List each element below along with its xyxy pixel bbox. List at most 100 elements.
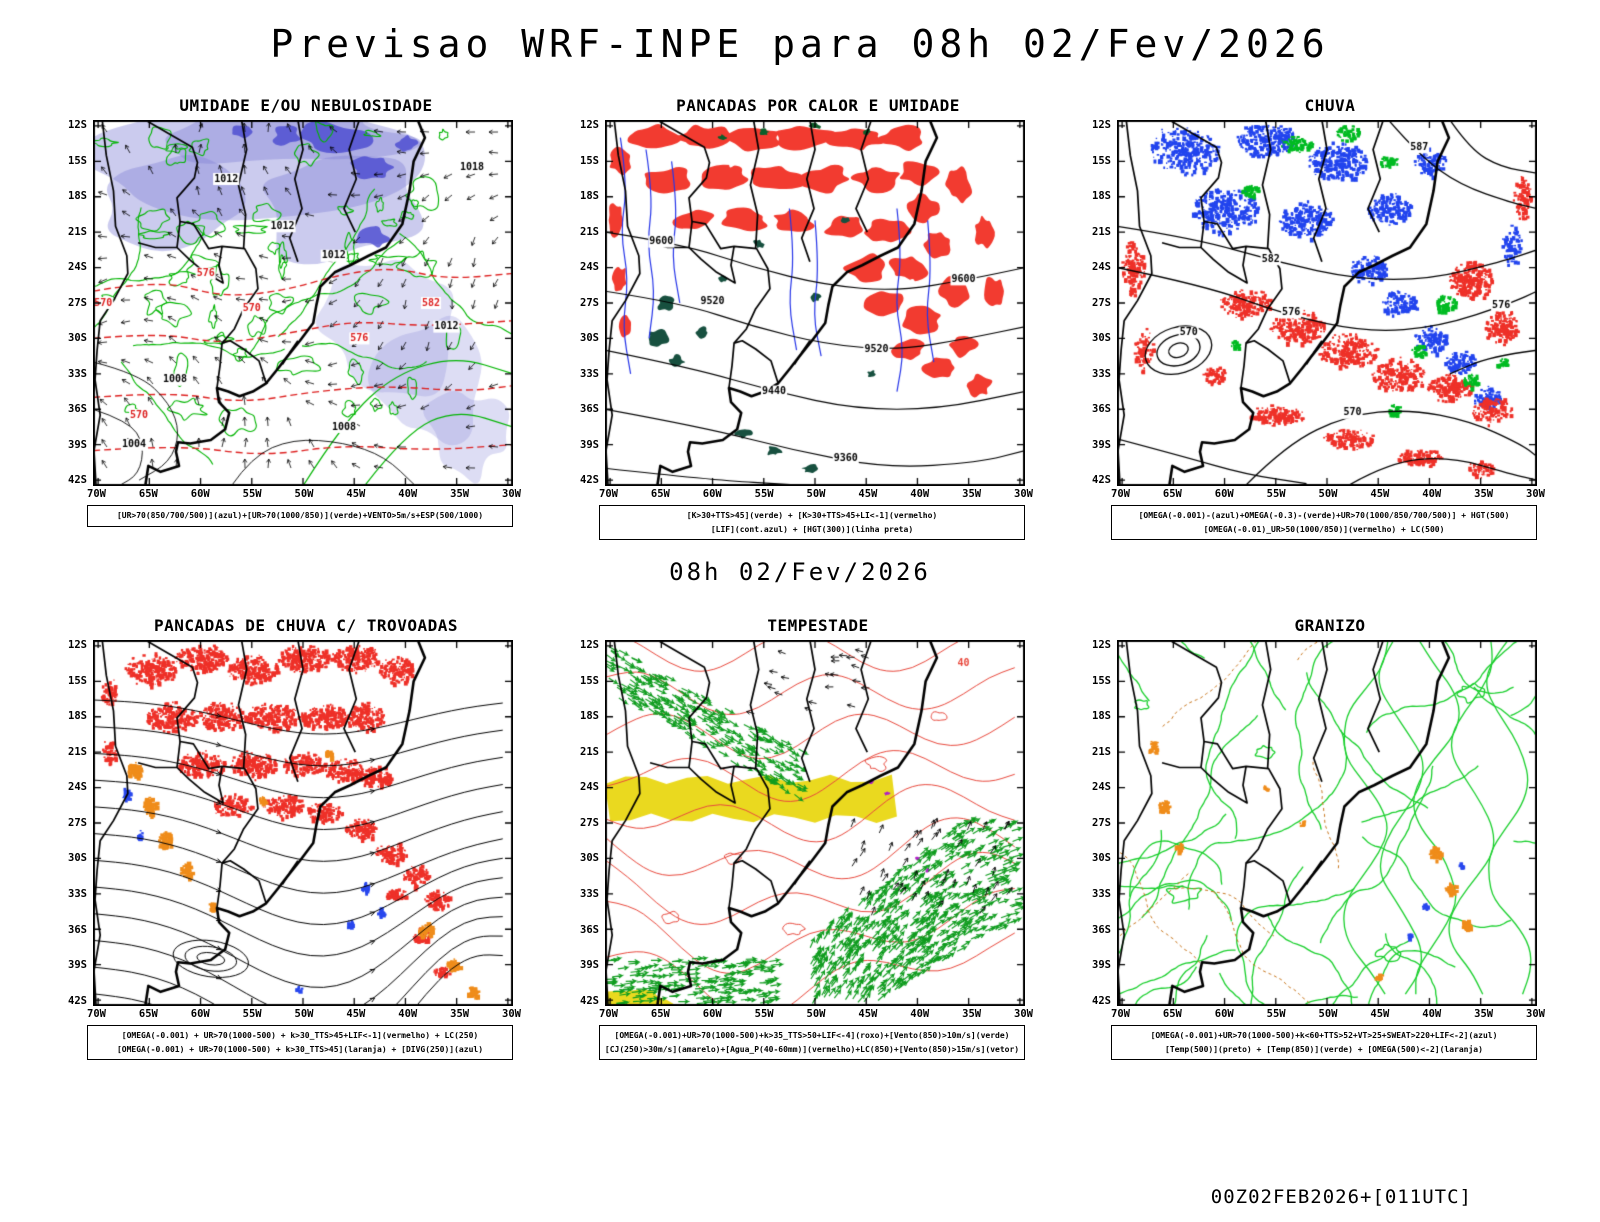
- axis-tick-label: 50W: [294, 488, 314, 500]
- axis-tick-label: 30S: [1092, 852, 1111, 865]
- axis-tick-label: 27S: [580, 296, 599, 309]
- axis-tick-label: 70W: [1111, 1008, 1130, 1021]
- map-umidade: [93, 120, 513, 486]
- map-area-pancadas-calor: 12S 15S 18S 21S 24S 27S 30S 33S 36S 39S 42S 70W 65W…: [580, 120, 1033, 500]
- axis-tick-label: 36S: [580, 923, 599, 936]
- axis-tick-label: 42S: [68, 994, 87, 1007]
- axis-tick-label: 40W: [910, 488, 930, 500]
- axis-tick-label: 18S: [1092, 190, 1111, 203]
- axis-tick-label: 36S: [68, 923, 87, 936]
- axis-tick-label: 60W: [702, 488, 722, 500]
- axis-tick-label: 35W: [450, 1008, 470, 1021]
- caption-line: [OMEGA(-0.001) + UR>70(1000-500) + k>30_…: [116, 1044, 484, 1054]
- axis-tick-label: 39S: [580, 438, 599, 451]
- panel-row-top: UMIDADE E/OU NEBULOSIDADE 12S 15S 18S 21S 24…: [0, 96, 1600, 541]
- axis-tick-label: 65W: [1162, 488, 1182, 500]
- axis-tick-label: 15S: [1092, 154, 1111, 167]
- caption-line: [OMEGA(-0.001)+UR>70(1000-500)+k<60+TTS>…: [1150, 1031, 1498, 1041]
- axis-tick-label: 42S: [1092, 474, 1111, 487]
- caption-chuva: [OMEGA(-0.001)-(azul)+OMEGA(-0.3)-(verde…: [1111, 505, 1537, 541]
- axis-tick-label: 33S: [1092, 367, 1111, 380]
- caption-line: [CJ(250)>30m/s](amarelo)+[Agua_P(40-60mm…: [604, 1044, 1020, 1054]
- caption-line: [OMEGA(-0.01)_UR>50(1000/850)](vermelho)…: [1203, 524, 1445, 534]
- axis-tick-label: 60W: [190, 488, 210, 500]
- run-timestamp: 00Z02FEB2026+[011UTC]: [1210, 1186, 1472, 1208]
- axis-tick-label: 18S: [580, 190, 599, 203]
- axis-tick-label: 60W: [1214, 1008, 1234, 1021]
- axis-tick-label: 36S: [68, 403, 87, 416]
- axis-tick-label: 60W: [190, 1008, 210, 1021]
- axis-tick-label: 21S: [1092, 745, 1111, 758]
- map-granizo: [1117, 640, 1537, 1007]
- caption-pancadas-calor: [K>30+TTS>45](verde) + [K>30+TTS>45+LI<-…: [599, 505, 1025, 541]
- lat-axis: 12S 15S 18S 21S 24S 27S 30S 33S 36S 39S 42S: [59, 640, 89, 1006]
- axis-tick-label: 21S: [68, 225, 87, 238]
- map-area-trovoadas: 12S 15S 18S 21S 24S 27S 30S 33S 36S 39S 42S 70W 65W…: [68, 640, 521, 1021]
- map-trovoadas: [93, 640, 513, 1007]
- panel-tempestade: TEMPESTADE 12S 15S 18S 21S 24S 27S 30S 33S 36S 39…: [569, 616, 1033, 1061]
- panel-pancadas-calor: PANCADAS POR CALOR E UMIDADE 12S 15S 18S 21…: [569, 96, 1033, 541]
- axis-tick-label: 24S: [1092, 261, 1111, 274]
- lat-axis: 12S 15S 18S 21S 24S 27S 30S 33S 36S 39S 42S: [59, 120, 89, 486]
- axis-tick-label: 55W: [1266, 488, 1286, 500]
- axis-tick-label: 70W: [87, 1008, 106, 1021]
- axis-tick-label: 39S: [1092, 959, 1111, 972]
- axis-tick-label: 50W: [1318, 1008, 1338, 1021]
- axis-tick-label: 40W: [1422, 1008, 1442, 1021]
- axis-tick-label: 33S: [68, 367, 87, 380]
- axis-tick-label: 30W: [1014, 488, 1033, 500]
- axis-tick-label: 70W: [599, 1008, 618, 1021]
- axis-tick-label: 27S: [68, 296, 87, 309]
- caption-line: [OMEGA(-0.001)-(azul)+OMEGA(-0.3)-(verde…: [1138, 511, 1510, 520]
- axis-tick-label: 12S: [580, 119, 599, 131]
- axis-tick-label: 33S: [68, 888, 87, 901]
- axis-tick-label: 24S: [580, 781, 599, 794]
- axis-tick-label: 40W: [398, 1008, 418, 1021]
- axis-tick-label: 60W: [702, 1008, 722, 1021]
- axis-tick-label: 18S: [580, 710, 599, 723]
- axis-tick-label: 30S: [68, 332, 87, 345]
- axis-tick-label: 30S: [1092, 332, 1111, 345]
- panel-title-pancadas-calor: PANCADAS POR CALOR E UMIDADE: [676, 96, 960, 115]
- panel-title-granizo: GRANIZO: [1294, 616, 1366, 636]
- lat-axis: 12S 15S 18S 21S 24S 27S 30S 33S 36S 39S 42S: [1083, 120, 1113, 486]
- panel-row-bottom: PANCADAS DE CHUVA C/ TROVOADAS 12S 15S 18S…: [0, 616, 1600, 1061]
- axis-tick-label: 45W: [346, 488, 366, 500]
- axis-tick-label: 55W: [242, 488, 262, 500]
- axis-tick-label: 65W: [138, 488, 158, 500]
- axis-tick-label: 27S: [68, 816, 87, 829]
- lon-axis: 70W 65W 60W 55W 50W 45W 40W 35W 30W: [1111, 488, 1545, 500]
- panel-granizo: GRANIZO 12S 15S 18S 21S 24S 27S 30S 33S 36S 39S 42…: [1081, 616, 1545, 1061]
- axis-tick-label: 70W: [87, 488, 106, 500]
- lat-axis: 12S 15S 18S 21S 24S 27S 30S 33S 36S 39S 42S: [571, 120, 601, 486]
- axis-tick-label: 45W: [858, 1008, 878, 1021]
- caption-umidade: [UR>70(850/700/500)](azul)+[UR>70(1000/8…: [87, 505, 513, 527]
- axis-tick-label: 50W: [806, 1008, 826, 1021]
- axis-tick-label: 35W: [1474, 488, 1494, 500]
- caption-tempestade: [OMEGA(-0.001)+UR>70(1000-500)+k>35_TTS>…: [599, 1025, 1025, 1061]
- axis-tick-label: 42S: [1092, 994, 1111, 1007]
- axis-tick-label: 21S: [1092, 225, 1111, 238]
- axis-tick-label: 33S: [1092, 888, 1111, 901]
- axis-tick-label: 40W: [398, 488, 418, 500]
- axis-tick-label: 36S: [1092, 923, 1111, 936]
- caption-line: [LIF](cont.azul) + [HGT(300)](linha pret…: [710, 524, 914, 534]
- axis-tick-label: 15S: [68, 154, 87, 167]
- axis-tick-label: 55W: [754, 488, 774, 500]
- axis-tick-label: 55W: [754, 1008, 774, 1021]
- axis-tick-label: 24S: [1092, 781, 1111, 794]
- axis-tick-label: 30W: [1014, 1008, 1033, 1021]
- axis-tick-label: 45W: [346, 1008, 366, 1021]
- axis-tick-label: 39S: [1092, 438, 1111, 451]
- lat-axis: 12S 15S 18S 21S 24S 27S 30S 33S 36S 39S 42S: [571, 640, 601, 1006]
- axis-tick-label: 21S: [580, 745, 599, 758]
- axis-tick-label: 50W: [806, 488, 826, 500]
- caption-line: [Temp(500)](preto) + [Temp(850)](verde) …: [1165, 1044, 1483, 1054]
- axis-tick-label: 50W: [294, 1008, 314, 1021]
- axis-tick-label: 36S: [1092, 403, 1111, 416]
- axis-tick-label: 21S: [580, 225, 599, 238]
- map-area-granizo: 12S 15S 18S 21S 24S 27S 30S 33S 36S 39S 42S 70W 65W…: [1092, 640, 1545, 1021]
- map-area-umidade: 12S 15S 18S 21S 24S 27S 30S 33S 36S 39S 42S 70W 65W…: [68, 120, 521, 500]
- lat-axis: 12S 15S 18S 21S 24S 27S 30S 33S 36S 39S 42S: [1083, 640, 1113, 1006]
- axis-tick-label: 27S: [1092, 816, 1111, 829]
